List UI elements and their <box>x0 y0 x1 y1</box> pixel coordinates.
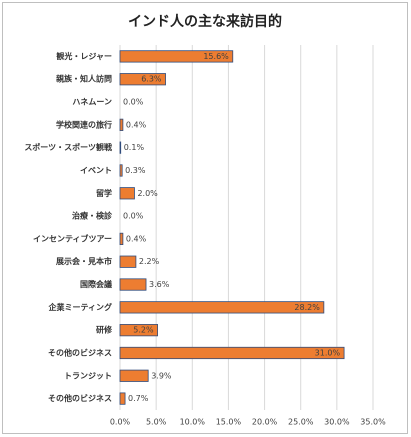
x-tick-label: 20.0% <box>252 418 278 427</box>
bar <box>119 187 135 200</box>
bar <box>119 392 126 405</box>
x-tick-label: 35.0% <box>360 418 386 427</box>
data-label: 0.4% <box>126 120 147 129</box>
data-label: 0.4% <box>126 234 147 243</box>
y-tick-label: 国際会議 <box>80 279 112 289</box>
y-tick-label: インセンティブツアー <box>33 233 112 243</box>
chart-title: インド人の主な来訪目的 <box>128 13 282 30</box>
data-label: 0.0% <box>123 98 144 107</box>
x-tick-label: 15.0% <box>216 418 242 427</box>
x-tick-label: 10.0% <box>180 418 206 427</box>
bar <box>119 346 345 360</box>
x-tick-label: 0.0% <box>110 418 131 427</box>
y-tick-label: 研修 <box>96 325 113 335</box>
y-tick-label: 観光・レジャー <box>56 51 112 61</box>
bar <box>119 141 122 154</box>
data-label: 15.6% <box>203 52 229 61</box>
data-label: 3.9% <box>151 371 172 380</box>
data-label: 0.0% <box>123 212 144 221</box>
data-label: 6.3% <box>141 75 162 84</box>
bar <box>119 50 234 63</box>
bar <box>119 232 124 246</box>
bar <box>119 255 137 268</box>
data-label: 31.0% <box>315 348 341 357</box>
x-tick-label: 25.0% <box>288 418 314 427</box>
data-label: 0.3% <box>125 166 146 175</box>
bar <box>119 324 158 337</box>
y-tick-label: 展示会・見本市 <box>55 256 112 266</box>
y-tick-label: 留学 <box>96 188 112 198</box>
chart-frame <box>2 2 408 434</box>
bar <box>119 369 149 382</box>
data-label: 5.2% <box>133 326 154 335</box>
y-tick-label: 学校関連の旅行 <box>56 119 112 129</box>
bar <box>119 301 325 314</box>
x-tick-label: 30.0% <box>324 418 350 427</box>
bar <box>119 73 166 86</box>
x-tick-label: 5.0% <box>146 418 167 427</box>
data-label: 2.0% <box>137 189 158 198</box>
y-tick-label: 親族・知人訪問 <box>56 74 112 84</box>
y-tick-label: 治療・検診 <box>72 211 113 221</box>
y-tick-label: トランジット <box>64 371 112 380</box>
y-tick-label: イベント <box>80 166 112 175</box>
y-tick-label: スポーツ・スポーツ観戦 <box>24 142 113 152</box>
y-tick-label: 企業ミーティング <box>47 302 112 312</box>
bar <box>119 278 147 291</box>
y-tick-label: ハネムーン <box>72 97 112 107</box>
data-label: 3.6% <box>149 280 170 289</box>
bar <box>119 164 123 177</box>
data-label: 28.2% <box>294 303 320 312</box>
y-tick-label: その他のビジネス <box>48 393 112 403</box>
data-label: 0.7% <box>128 394 149 403</box>
bar <box>119 118 124 131</box>
y-tick-label: その他のビジネス <box>48 347 112 357</box>
data-label: 0.1% <box>124 143 145 152</box>
data-label: 2.2% <box>139 257 160 266</box>
